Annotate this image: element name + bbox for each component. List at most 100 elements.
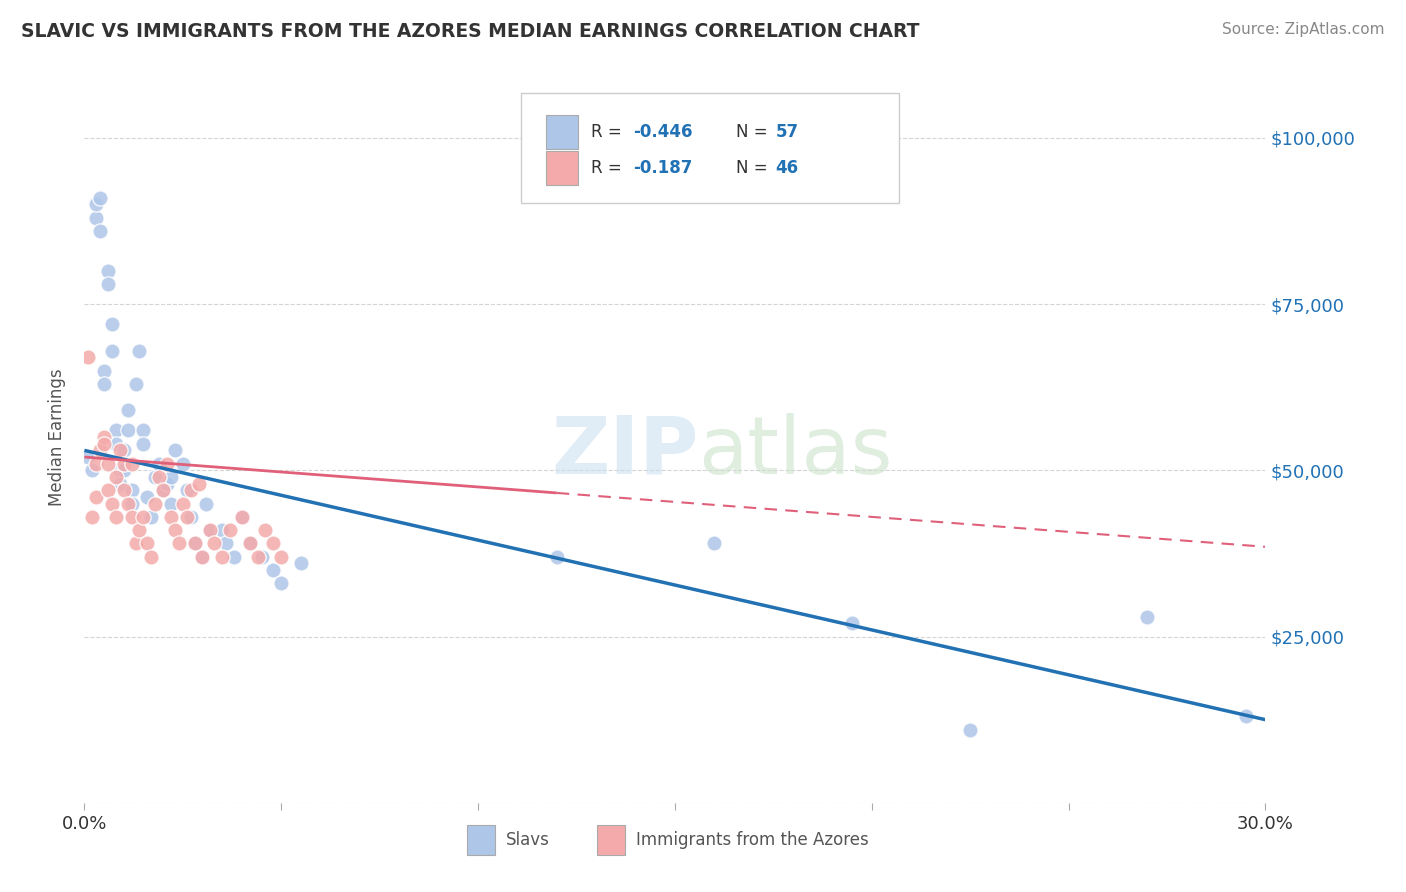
Point [132, 436, 155, 450]
Point [156, 457, 179, 471]
FancyBboxPatch shape [598, 825, 626, 855]
Point [112, 443, 135, 458]
Point [187, 476, 209, 491]
Point [262, 563, 284, 577]
Point [104, 509, 127, 524]
Point [160, 497, 183, 511]
Point [959, 723, 981, 737]
Point [239, 536, 262, 550]
Point [172, 497, 194, 511]
Point [89, 443, 111, 458]
Point [180, 509, 202, 524]
Point [77, 351, 100, 365]
Point [176, 483, 198, 498]
Point [84, 490, 107, 504]
Point [270, 549, 292, 564]
Point [89, 224, 111, 238]
FancyBboxPatch shape [467, 825, 495, 855]
Point [160, 470, 183, 484]
Point [121, 483, 143, 498]
Text: R =: R = [591, 160, 627, 178]
Point [219, 523, 242, 537]
Point [167, 536, 190, 550]
Point [841, 616, 863, 631]
Point [195, 497, 218, 511]
Point [117, 403, 139, 417]
Point [191, 549, 214, 564]
Point [108, 443, 131, 458]
Point [104, 424, 127, 438]
Point [180, 483, 202, 498]
Point [84, 197, 107, 211]
Text: Immigrants from the Azores: Immigrants from the Azores [636, 831, 869, 849]
Point [132, 424, 155, 438]
Point [121, 497, 143, 511]
Point [117, 424, 139, 438]
Point [97, 483, 120, 498]
Text: ZIP: ZIP [551, 413, 699, 491]
Text: SLAVIC VS IMMIGRANTS FROM THE AZORES MEDIAN EARNINGS CORRELATION CHART: SLAVIC VS IMMIGRANTS FROM THE AZORES MED… [21, 22, 920, 41]
Text: Slavs: Slavs [506, 831, 550, 849]
Point [77, 450, 100, 464]
Point [82, 509, 104, 524]
Point [89, 191, 111, 205]
Point [121, 457, 143, 471]
Point [211, 549, 233, 564]
Point [128, 343, 150, 358]
Point [112, 483, 135, 498]
Point [93, 376, 115, 391]
Point [117, 497, 139, 511]
Point [121, 509, 143, 524]
Point [101, 497, 124, 511]
Point [82, 463, 104, 477]
Point [152, 483, 174, 498]
Point [211, 523, 233, 537]
Point [104, 470, 127, 484]
Point [132, 509, 155, 524]
Point [97, 264, 120, 278]
Point [108, 476, 131, 491]
Point [143, 470, 166, 484]
Point [250, 549, 273, 564]
Point [136, 490, 159, 504]
FancyBboxPatch shape [546, 114, 578, 149]
Point [84, 211, 107, 225]
Text: -0.187: -0.187 [634, 160, 693, 178]
Point [703, 536, 725, 550]
Point [215, 536, 238, 550]
Point [262, 536, 284, 550]
Text: -0.446: -0.446 [634, 123, 693, 141]
Point [183, 536, 205, 550]
Point [141, 509, 163, 524]
Point [200, 523, 222, 537]
Text: 57: 57 [775, 123, 799, 141]
Point [1234, 709, 1257, 723]
Point [104, 436, 127, 450]
FancyBboxPatch shape [522, 94, 900, 203]
Text: 46: 46 [775, 160, 799, 178]
Point [290, 557, 312, 571]
Point [270, 576, 292, 591]
Point [1136, 609, 1159, 624]
Point [124, 376, 146, 391]
Point [156, 476, 179, 491]
Point [93, 363, 115, 377]
Point [93, 430, 115, 444]
Point [97, 457, 120, 471]
Point [546, 549, 568, 564]
Text: N =: N = [737, 123, 773, 141]
Point [84, 457, 107, 471]
Y-axis label: Median Earnings: Median Earnings [48, 368, 66, 506]
Text: N =: N = [737, 160, 773, 178]
FancyBboxPatch shape [546, 151, 578, 186]
Point [148, 470, 170, 484]
Point [136, 536, 159, 550]
Text: atlas: atlas [699, 413, 893, 491]
Point [108, 463, 131, 477]
Point [112, 457, 135, 471]
Point [202, 536, 225, 550]
Point [176, 509, 198, 524]
Point [183, 536, 205, 550]
Point [222, 549, 245, 564]
Text: R =: R = [591, 123, 627, 141]
